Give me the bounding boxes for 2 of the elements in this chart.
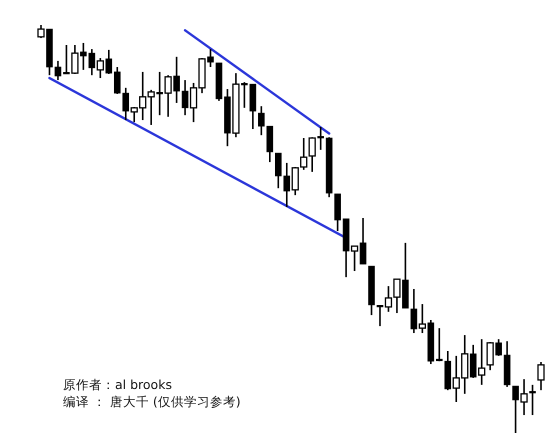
annotation: 原作者：al brooks [63,377,172,392]
annotation: 编译 ： 唐大千 (仅供学习参考) [63,394,241,409]
